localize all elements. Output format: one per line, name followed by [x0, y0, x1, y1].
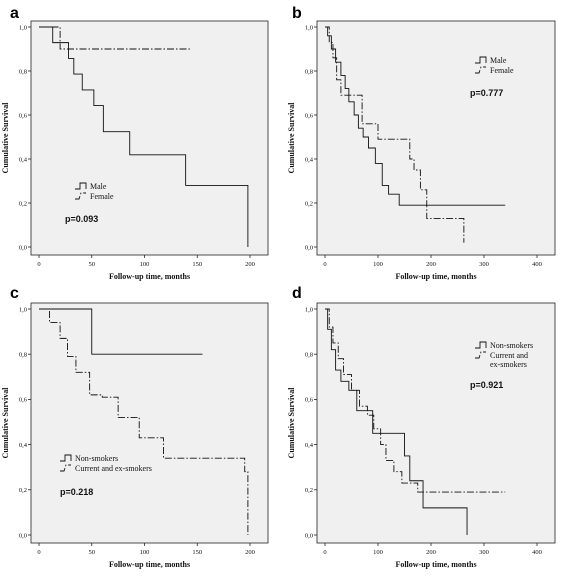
panel-b-y-tick-label: 0,4: [305, 156, 314, 163]
panel-b-plot-area: [316, 20, 556, 256]
panel-c-x-tick-label: 150: [192, 549, 202, 556]
panel-c-legend-label: Non-smokers: [75, 454, 118, 463]
panel-b-legend-label: Male: [490, 56, 507, 65]
panel-c-y-tick-label: 1,0: [19, 306, 27, 313]
panel-b-y-axis-title: Cumulative Survival: [287, 102, 296, 174]
panel-c-y-tick-label: 0,8: [19, 352, 27, 359]
panel-c-series-solid-line: [39, 308, 203, 355]
panel-a-y-axis-title: Cumulative Survival: [1, 102, 10, 174]
panel-d-x-tick-label: 400: [532, 549, 542, 556]
panel-b-legend-symbol: [475, 56, 487, 64]
panel-a-legend-symbol: [75, 182, 87, 190]
panel-b-y-tick-label: 0,0: [305, 244, 313, 251]
panel-c-legend-symbol: [60, 454, 72, 462]
panel-d-p-value: p=0.921: [470, 380, 503, 390]
panel-c-x-tick-label: 100: [140, 549, 150, 556]
panel-a-p-value: p=0.093: [65, 214, 98, 224]
panel-a-x-tick-label: 200: [245, 261, 255, 268]
panel-a-y-tick-label: 0,6: [19, 112, 28, 119]
panel-a-series-solid-line: [39, 26, 249, 247]
panel-d-y-tick-label: 0,4: [305, 442, 314, 449]
panel-c: c 0,0 0,2 0,4 0,6 0,8 1,0 0 50 100 150 200 Follow-up…: [1, 285, 269, 569]
panel-b-x-tick-label: 200: [426, 261, 436, 268]
panel-a-y-tick-label: 0,4: [19, 156, 28, 163]
panel-c-y-tick-label: 0,0: [19, 532, 27, 539]
panel-b-letter: b: [292, 5, 302, 22]
panel-c-x-tick-label: 0: [37, 549, 40, 556]
panel-d-legend-symbol: [475, 341, 487, 349]
panel-c-x-tick-label: 200: [245, 549, 255, 556]
panel-c-x-axis-title: Follow-up time, months: [109, 560, 190, 569]
panel-c-x-tick-label: 50: [89, 549, 96, 556]
panel-d-x-tick-label: 200: [426, 549, 436, 556]
panel-d-legend-label: Non-smokers: [490, 341, 533, 350]
panel-b-x-axis-title: Follow-up time, months: [395, 272, 476, 281]
panel-d-legend-label: ex-smokers: [490, 360, 527, 369]
panel-b-y-tick-label: 0,2: [305, 200, 313, 207]
panel-b-p-value: p=0.777: [470, 88, 503, 98]
panel-a-y-tick-label: 1,0: [19, 24, 27, 31]
panel-b-series-solid-line: [325, 26, 506, 206]
panel-c-p-value: p=0.218: [60, 487, 93, 497]
panel-a-y-tick-label: 0,0: [19, 244, 27, 251]
panel-b-y-tick-label: 0,6: [305, 112, 314, 119]
panel-d-y-tick-label: 1,0: [305, 306, 313, 313]
panel-d-x-tick-label: 100: [373, 549, 383, 556]
panel-d-series-dashdot-line: [325, 308, 506, 493]
panel-a-legend-label: Male: [90, 182, 107, 191]
panel-d-y-tick-label: 0,0: [305, 532, 313, 539]
panel-c-series-dashdot-line: [39, 308, 249, 535]
panel-d-letter: d: [292, 285, 302, 302]
panel-b-x-tick-label: 0: [323, 261, 326, 268]
panel-c-y-tick-label: 0,2: [19, 487, 27, 494]
panel-d-x-axis-title: Follow-up time, months: [395, 560, 476, 569]
panel-b-x-tick-label: 100: [373, 261, 383, 268]
panel-d-y-tick-label: 0,6: [305, 397, 314, 404]
panel-c-y-axis-title: Cumulative Survival: [1, 387, 10, 459]
panel-a-x-axis-title: Follow-up time, months: [109, 272, 190, 281]
panel-b-x-tick-label: 300: [479, 261, 489, 268]
panel-c-plot-area: [30, 302, 269, 544]
panel-a-legend-symbol: [75, 192, 86, 200]
panel-a-x-tick-label: 0: [37, 261, 40, 268]
panel-c-legend-label: Current and ex-smokers: [75, 464, 152, 473]
panel-c-y-tick-label: 0,6: [19, 397, 28, 404]
panel-d-series-solid-line: [325, 308, 468, 535]
panel-b-legend-label: Female: [490, 66, 514, 75]
panel-b: b 0,0 0,2 0,4 0,6 0,8 1,0 0 100 200 300 400 Follow-u…: [287, 5, 556, 281]
panel-b-y-tick-label: 1,0: [305, 24, 313, 31]
panel-a-plot-area: [30, 20, 269, 256]
panel-b-x-tick-label: 400: [532, 261, 542, 268]
panel-d-y-tick-label: 0,8: [305, 352, 313, 359]
panel-d-legend-label: Current and: [490, 351, 528, 360]
panel-b-legend-symbol: [475, 66, 486, 74]
panel-a-x-tick-label: 100: [140, 261, 150, 268]
panel-b-y-tick-label: 0,8: [305, 68, 313, 75]
panel-a-y-tick-label: 0,8: [19, 68, 27, 75]
panel-d-y-axis-title: Cumulative Survival: [287, 387, 296, 459]
panel-a-x-tick-label: 50: [89, 261, 96, 268]
panel-b-series-dashdot-line: [325, 26, 465, 243]
panel-d-plot-area: [316, 302, 556, 544]
panel-c-y-tick-label: 0,4: [19, 442, 28, 449]
panel-d-legend-symbol: [475, 351, 486, 359]
panel-a-legend-label: Female: [90, 192, 114, 201]
panel-d-y-tick-label: 0,2: [305, 487, 313, 494]
panel-a-y-tick-label: 0,2: [19, 200, 27, 207]
panel-d: d 0,0 0,2 0,4 0,6 0,8 1,0 0 100 200 300 400 Follow-u…: [287, 285, 556, 569]
panel-c-letter: c: [10, 285, 19, 302]
panel-a-letter: a: [10, 5, 19, 22]
panel-d-x-tick-label: 300: [479, 549, 489, 556]
panel-d-x-tick-label: 0: [323, 549, 326, 556]
panel-a-x-tick-label: 150: [192, 261, 202, 268]
panel-c-legend-symbol: [60, 464, 71, 472]
panel-a: a 0,0 0,2 0,4 0,6 0,8 1,0 0 50 100 150 200 Follow-up…: [1, 5, 269, 281]
